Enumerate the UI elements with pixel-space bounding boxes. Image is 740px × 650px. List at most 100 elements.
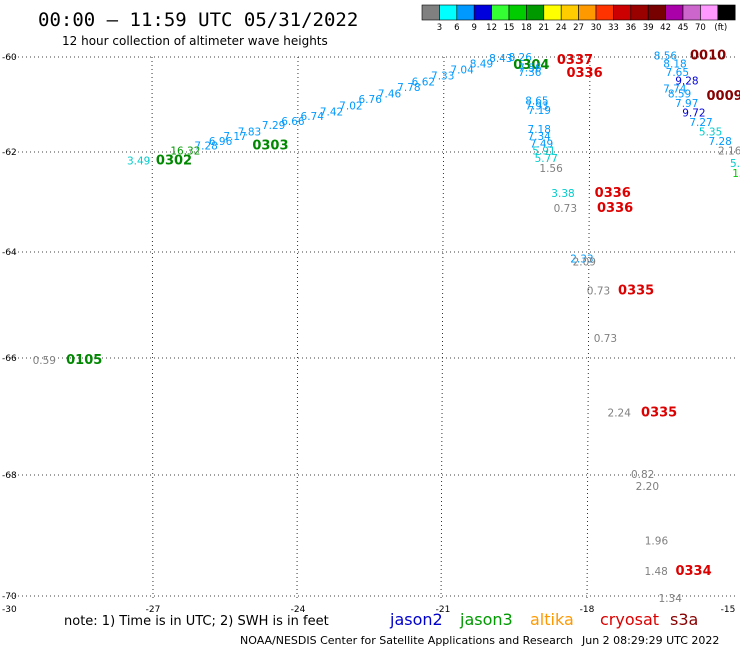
wave-height-value: 7.18	[528, 124, 551, 136]
colorbar-swatch	[508, 4, 527, 21]
wave-height-value: 7.83	[238, 126, 261, 138]
pass-time-label: 0336	[597, 201, 633, 216]
pass-time-label: 0105	[66, 353, 102, 368]
colorbar-label: 18	[521, 23, 532, 33]
pass-time-label: 0304	[513, 58, 549, 73]
wave-height-value: 7.27	[689, 117, 712, 129]
wave-height-value: 7.19	[528, 105, 551, 117]
latitude-label: -68	[2, 471, 17, 481]
wave-height-value: 6.76	[359, 94, 383, 106]
colorbar-label: 45	[678, 23, 689, 33]
colorbar-swatch	[491, 4, 510, 21]
wave-height-value: 7.74	[663, 84, 687, 96]
colorbar-label: 33	[608, 23, 619, 33]
wave-height-value: 8.59	[668, 88, 691, 100]
map-subtitle: 12 hour collection of altimeter wave hei…	[62, 34, 328, 48]
colorbar-swatch	[665, 4, 684, 21]
colorbar-swatch	[613, 4, 632, 21]
wave-height-value: 7.33	[431, 70, 454, 82]
wave-height-value: 7.17	[223, 131, 246, 143]
colorbar-swatch	[421, 4, 440, 21]
latitude-label: -60	[2, 53, 17, 63]
latitude-label: -70	[2, 592, 17, 602]
longitude-label: -18	[580, 605, 595, 615]
wave-height-value: 1.96	[645, 536, 669, 548]
colorbar-swatch	[595, 4, 614, 21]
colorbar-swatch	[578, 4, 597, 21]
wave-height-value: 8.18	[663, 58, 686, 70]
wave-height-value: 0.59	[33, 355, 56, 367]
footer-note: note: 1) Time is in UTC; 2) SWH is in fe…	[64, 614, 329, 629]
wave-height-value: 7.49	[530, 138, 553, 150]
colorbar-swatch	[717, 4, 736, 21]
colorbar-swatch	[700, 4, 719, 21]
longitude-line	[440, 56, 445, 601]
wave-height-value: 7.36	[518, 67, 542, 79]
longitude-labels: -30 -27 -24 -21 -18 -15	[2, 605, 735, 615]
wave-height-value: 1.34	[659, 593, 683, 605]
wave-height-value: 7.46	[378, 88, 402, 100]
colorbar-swatch	[543, 4, 562, 21]
longitude-line	[151, 56, 154, 601]
wave-height-value: 1.48	[644, 566, 667, 578]
colorbar-swatch	[526, 4, 545, 21]
wave-height-value: 6.74	[301, 111, 325, 123]
wave-height-value: 3.38	[551, 188, 574, 200]
pass-time-label: 0336	[566, 66, 602, 81]
wave-height-value: 8.43	[489, 53, 512, 65]
wave-height-value: 15	[732, 168, 740, 180]
colorbar-label: 27	[573, 23, 584, 33]
colorbar-legend: 3 6 9 12 15 18 21 24 27 30 33 36 39 42 45 70 (ft)	[421, 4, 736, 33]
wave-height-value: 8.65	[525, 96, 548, 108]
satellite-jason3: jason3	[459, 610, 513, 629]
satellite-jason2: jason2	[389, 610, 443, 629]
wave-height-value: 0.73	[554, 203, 577, 215]
wave-height-value: 2.33	[570, 254, 593, 266]
colorbar-unit: (ft)	[714, 23, 727, 33]
pass-time-label: 0337	[557, 53, 593, 68]
colorbar-label: 70	[695, 23, 706, 33]
wave-height-value: 3.49	[127, 156, 150, 168]
latitude-labels: -60 -62 -64 -66 -68 -70	[2, 53, 17, 602]
longitude-label: -27	[146, 605, 161, 615]
pass-time-label: 0302	[156, 154, 192, 169]
wave-height-value: 0.73	[587, 285, 610, 297]
longitude-label: -24	[291, 605, 306, 615]
wave-height-value: 7.28	[708, 136, 731, 148]
colorbar-label: 15	[504, 23, 515, 33]
satellite-altika: altika	[530, 610, 574, 629]
wave-height-value: 7.65	[666, 67, 689, 79]
colorbar-swatch	[560, 4, 579, 21]
wave-height-value: 8.56	[654, 50, 678, 62]
wave-height-value: 7.93	[525, 100, 548, 112]
wave-height-value: 2.09	[573, 256, 596, 268]
wave-height-value: 7.78	[397, 82, 420, 94]
wave-height-value: 2.20	[636, 481, 659, 493]
wave-height-value: 7.34	[527, 131, 551, 143]
colorbar-label: 12	[486, 23, 497, 33]
wave-height-value: 1.56	[539, 163, 563, 175]
pass-time-label: 0010	[690, 48, 726, 63]
latitude-label: -62	[2, 148, 17, 158]
pass-time-label: 0009	[707, 89, 740, 104]
colorbar-swatch	[682, 4, 701, 21]
wave-height-value: 7.02	[339, 100, 362, 112]
wave-height-value: 2.24	[608, 408, 632, 420]
credit-text: NOAA/NESDIS Center for Satellite Applica…	[240, 634, 573, 647]
longitude-line	[296, 56, 299, 601]
wave-height-value: 6.62	[412, 77, 435, 89]
timestamp-text: Jun 2 08:29:29 UTC 2022	[581, 634, 719, 647]
wave-height-value: 8.49	[470, 58, 493, 70]
wave-height-value: 0.73	[594, 333, 617, 345]
colorbar-label: 21	[538, 23, 549, 33]
colorbar-swatch	[473, 4, 492, 21]
graticule	[10, 56, 736, 601]
wave-height-value: 6.96	[209, 136, 233, 148]
longitude-label: -15	[721, 605, 736, 615]
colorbar-label: 30	[591, 23, 602, 33]
wave-height-value: 5.4	[730, 158, 740, 170]
wave-height-value: 8.26	[509, 52, 533, 64]
longitude-label: -21	[436, 605, 451, 615]
